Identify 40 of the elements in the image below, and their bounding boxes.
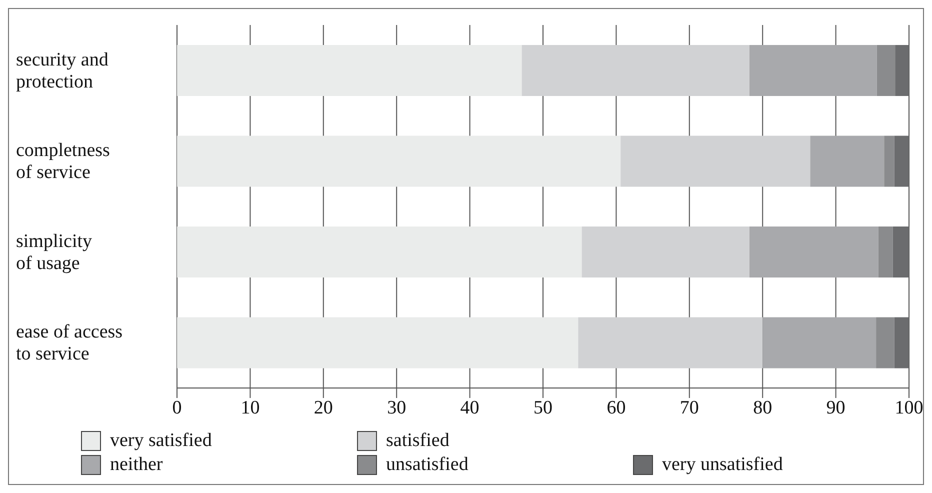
bar xyxy=(177,317,578,368)
x-tick-label: 80 xyxy=(753,397,772,418)
bar xyxy=(582,226,750,278)
y-tick-label: ease of access to service xyxy=(16,321,123,364)
x-tick-label: 0 xyxy=(172,397,182,418)
bar xyxy=(894,317,909,368)
x-tick-label: 10 xyxy=(240,397,260,418)
bar xyxy=(177,226,582,278)
bar xyxy=(810,136,884,187)
legend-label: neither xyxy=(110,454,163,476)
x-tick-label: 40 xyxy=(460,397,480,418)
x-tick-label: 50 xyxy=(534,397,552,418)
y-tick-label: security and protection xyxy=(16,48,109,92)
bar xyxy=(895,44,909,96)
legend-label: satisfied xyxy=(386,430,450,452)
bar xyxy=(522,44,750,96)
x-tick-label: 20 xyxy=(314,397,333,418)
bar xyxy=(876,317,894,368)
x-tick-label: 30 xyxy=(387,397,406,418)
bar xyxy=(177,44,522,96)
bar xyxy=(894,136,909,187)
x-tick-label: 60 xyxy=(606,397,626,418)
bar xyxy=(620,136,810,187)
x-tick-label: 90 xyxy=(826,397,846,418)
y-tick-label: completness of service xyxy=(16,140,110,183)
bar xyxy=(177,136,621,187)
legend-label: very unsatisfied xyxy=(662,454,783,476)
bar xyxy=(749,44,877,96)
bar xyxy=(884,136,894,187)
legend-label: very satisfied xyxy=(110,430,212,452)
bar xyxy=(878,226,893,278)
bar xyxy=(876,44,896,96)
bar xyxy=(749,226,878,278)
bar xyxy=(578,317,763,368)
x-tick-label: 70 xyxy=(680,397,699,418)
y-tick-label: simplicity of usage xyxy=(16,230,92,274)
legend-label: unsatisfied xyxy=(386,454,468,476)
bar xyxy=(892,226,909,278)
x-tick-label: 100 xyxy=(894,397,924,418)
bar xyxy=(762,317,876,368)
